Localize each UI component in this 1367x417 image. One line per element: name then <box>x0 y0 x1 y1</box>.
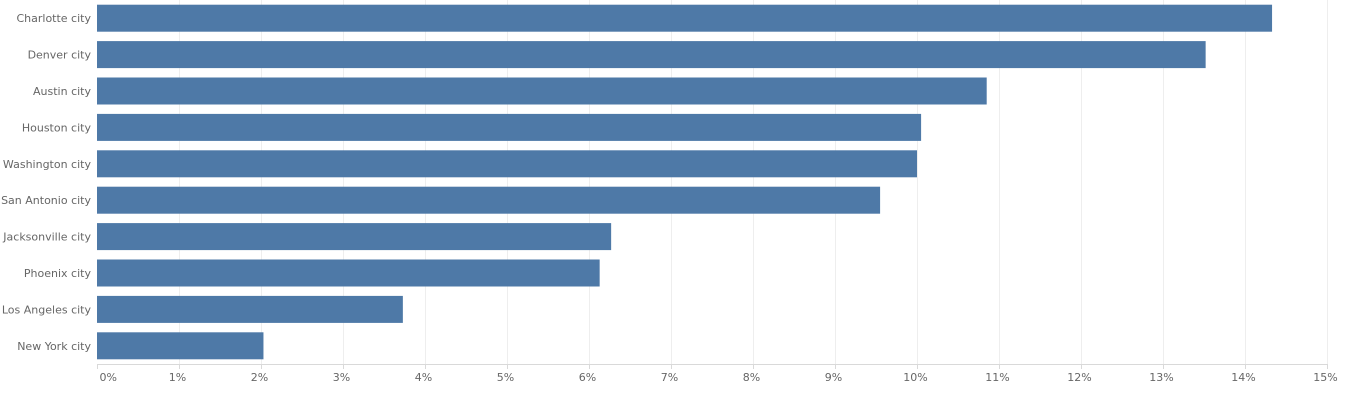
category-label: Charlotte city <box>16 12 91 25</box>
bar <box>97 150 917 178</box>
x-tick-label: 13% <box>1149 371 1173 384</box>
bar <box>97 223 612 251</box>
bar <box>97 113 922 141</box>
x-tick-label: 7% <box>661 371 678 384</box>
bar <box>97 186 881 214</box>
bar <box>97 4 1273 32</box>
x-tick-label: 9% <box>825 371 842 384</box>
x-tick-label: 6% <box>579 371 596 384</box>
x-tick-label: 10% <box>903 371 927 384</box>
category-label: Houston city <box>22 121 92 134</box>
x-tick-label: 5% <box>497 371 514 384</box>
category-label: San Antonio city <box>1 194 91 207</box>
x-tick-label: 14% <box>1231 371 1255 384</box>
category-labels: Charlotte city Denver city Austin city Hous… <box>1 12 91 353</box>
bar <box>97 332 264 360</box>
bar <box>97 41 1206 69</box>
x-tick-label: 1% <box>169 371 186 384</box>
bars <box>97 4 1273 360</box>
bar <box>97 295 403 323</box>
category-label: Phoenix city <box>24 267 92 280</box>
category-label: Denver city <box>28 49 92 62</box>
bar <box>97 77 987 105</box>
x-tick-label: 8% <box>743 371 760 384</box>
x-axis: 0% 1% 2% 3% 4% 5% 6% 7% 8% 9% 10% 11% 12% 13% 14% 15% <box>97 364 1338 384</box>
x-tick-label: 3% <box>333 371 350 384</box>
category-label: New York city <box>17 340 91 353</box>
x-tick-label: 12% <box>1067 371 1091 384</box>
x-tick-label: 4% <box>415 371 432 384</box>
x-tick-label: 0% <box>100 371 117 384</box>
x-tick-label: 15% <box>1313 371 1337 384</box>
category-label: Austin city <box>33 85 91 98</box>
category-label: Los Angeles city <box>2 303 92 316</box>
x-tick-label: 11% <box>985 371 1009 384</box>
x-tick-label: 2% <box>251 371 268 384</box>
category-label: Washington city <box>3 158 92 171</box>
bar <box>97 259 600 287</box>
category-label: Jacksonville city <box>2 231 91 244</box>
